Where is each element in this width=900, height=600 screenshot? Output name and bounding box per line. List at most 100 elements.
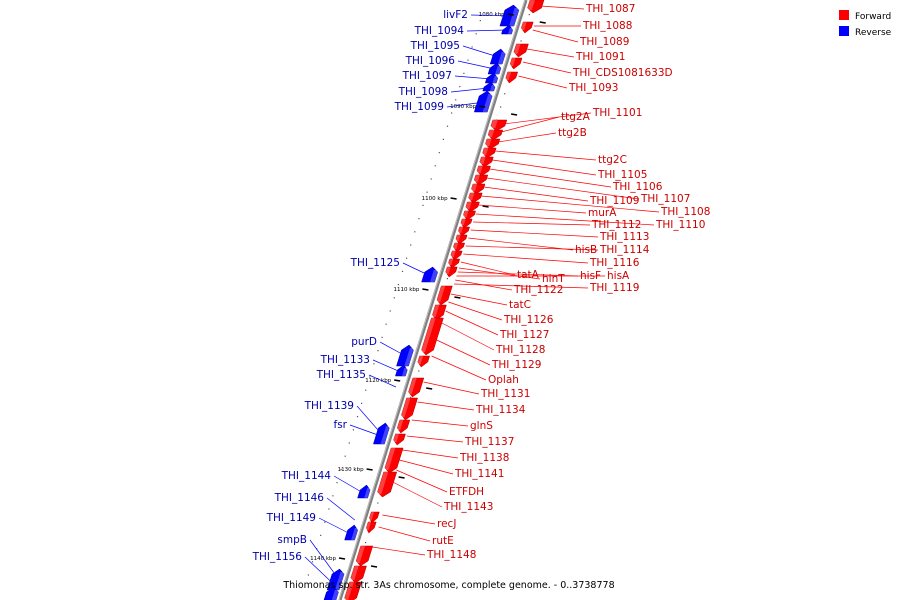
scale-tick-mark (426, 387, 433, 390)
scale-tick-mark (394, 379, 401, 382)
forward-gene-label: THI_1122 (513, 284, 563, 296)
forward-label-leader (445, 310, 499, 336)
gene-shading (384, 448, 396, 470)
minor-tick-dot (426, 191, 428, 193)
reverse-gene-feature (421, 266, 438, 283)
forward-gene-label: rutE (432, 535, 454, 547)
forward-gene-label: THI_1112 (591, 219, 641, 231)
forward-gene-label: THI_1128 (495, 344, 545, 356)
gene-shading (401, 368, 408, 376)
forward-label-leader (399, 459, 454, 475)
forward-label-leader (483, 186, 589, 202)
forward-gene-label: THI_1106 (612, 181, 663, 193)
scale-tick-label: 1130 kbp (338, 467, 364, 473)
gene-shading (468, 193, 475, 200)
reverse-label-leader (466, 29, 507, 32)
scale-tick-mark (478, 105, 486, 108)
forward-gene-feature (487, 129, 504, 141)
forward-gene-label: Oplah (488, 374, 519, 386)
minor-tick-dot (434, 165, 436, 167)
reverse-gene-label: THI_1149 (266, 512, 316, 524)
minor-tick-dot (344, 455, 346, 457)
minor-tick-dot (430, 178, 432, 180)
minor-tick-dot (418, 218, 420, 220)
forward-gene-feature (509, 57, 523, 70)
reverse-gene-label: THI_1099 (394, 101, 444, 113)
forward-label-leader (392, 481, 443, 508)
reverse-label-leader (446, 101, 485, 108)
forward-gene-label: THI_1119 (589, 282, 639, 294)
forward-gene-label: glnS (470, 420, 493, 432)
gene-shading (520, 22, 527, 30)
minor-tick-dot (307, 574, 309, 576)
minor-tick-dot (369, 376, 371, 378)
gene-shading (487, 130, 495, 137)
forward-label-leader (402, 449, 459, 459)
forward-label-leader (540, 5, 585, 10)
minor-tick-dot (381, 336, 383, 338)
forward-gene-label: THI_CDS1081633D (572, 67, 673, 79)
forward-gene-feature (408, 377, 425, 398)
reverse-gene-feature (357, 484, 371, 499)
reverse-gene-label: livF2 (443, 9, 468, 21)
genome-backbone-highlight (338, 0, 526, 600)
reverse-gene-feature (482, 81, 496, 92)
minor-tick-dot (475, 33, 477, 35)
forward-gene-feature (401, 397, 418, 421)
reverse-label-leader (304, 556, 335, 586)
gene-shading (505, 72, 512, 80)
gene-shading (436, 286, 446, 302)
minor-tick-dot (410, 244, 412, 246)
gene-shading (400, 398, 411, 417)
minor-tick-dot (463, 72, 465, 74)
reverse-label-leader (349, 424, 381, 437)
reverse-gene-label: THI_1133 (320, 354, 370, 366)
forward-gene-label: THI_1108 (660, 206, 710, 218)
forward-label-leader (473, 221, 591, 226)
reverse-gene-label: THI_1097 (402, 70, 452, 82)
gene-shading (492, 76, 499, 83)
gene-shading (476, 166, 483, 173)
reverse-label-leader (356, 405, 382, 435)
minor-tick-dot (528, 14, 530, 16)
forward-gene-feature (455, 234, 468, 245)
forward-gene-label: THI_1138 (459, 452, 509, 464)
forward-gene-label: THI_1116 (589, 257, 640, 269)
minor-tick-dot (324, 521, 326, 523)
forward-gene-label: murA (588, 207, 617, 219)
reverse-gene-label: fsr (334, 419, 348, 431)
gene-shading (396, 420, 404, 430)
forward-gene-feature (377, 471, 398, 498)
legend-swatch-forward (839, 10, 849, 20)
gene-shading (462, 211, 469, 217)
minor-tick-dot (504, 93, 506, 95)
forward-gene-label: ETFDH (449, 486, 484, 498)
forward-label-leader (503, 112, 592, 125)
forward-label-leader (372, 546, 426, 556)
minor-tick-dot (455, 99, 457, 101)
forward-gene-feature (479, 156, 494, 168)
minor-tick-dot (352, 429, 354, 431)
minor-tick-dot (467, 59, 469, 61)
forward-gene-feature (448, 258, 461, 269)
gene-shading (498, 52, 506, 64)
reverse-gene-feature (487, 62, 502, 75)
forward-gene-label: THI_1114 (599, 244, 650, 256)
minor-tick-dot (471, 46, 473, 48)
gene-shading (452, 243, 459, 249)
reverse-label-leader (457, 60, 495, 70)
forward-gene-feature (450, 250, 463, 261)
forward-gene-label: THI_1134 (475, 404, 526, 416)
gene-shading (473, 175, 480, 182)
reverse-label-leader (309, 539, 338, 578)
gene-shading (465, 202, 472, 209)
minor-tick-dot (397, 284, 399, 286)
gene-shading (376, 472, 389, 494)
reverse-gene-label: THI_1096 (405, 55, 456, 67)
forward-label-leader (470, 229, 599, 238)
forward-gene-label: THI_1131 (480, 388, 530, 400)
scale-tick-mark (507, 13, 514, 16)
reverse-label-leader (450, 87, 489, 93)
reverse-gene-feature (395, 364, 408, 377)
reverse-label-leader (368, 374, 397, 388)
